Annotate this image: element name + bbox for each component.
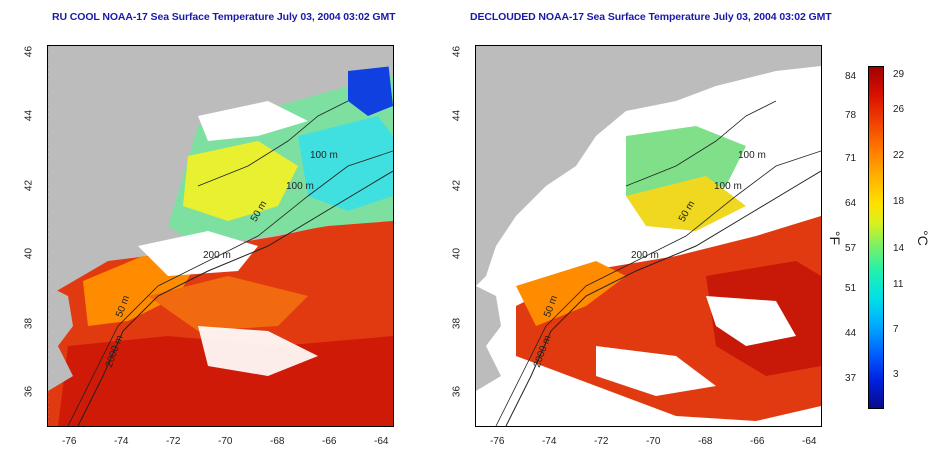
fahrenheit-tick: 51 (845, 283, 857, 294)
celsius-tick: 29 (893, 69, 905, 80)
contour-label: 200 m (631, 250, 659, 261)
x-tick-label: -76 (62, 436, 77, 447)
fahrenheit-unit-label: °F (827, 230, 844, 246)
yellow-shelf-region (626, 176, 746, 231)
mid-orange-region (148, 276, 308, 331)
y-tick-label: 40 (451, 247, 463, 260)
y-tick-label: 42 (451, 179, 463, 192)
land-mainland (48, 46, 393, 286)
celsius-tick: 14 (893, 243, 905, 254)
y-tick-label: 36 (23, 385, 35, 398)
white-cloud-gap-2 (596, 346, 716, 396)
celsius-tick: 7 (893, 324, 899, 335)
contour-shelf-edge (77, 170, 393, 426)
x-tick-label: -72 (166, 436, 181, 447)
temperature-colorbar (868, 66, 884, 409)
fahrenheit-tick: 64 (845, 198, 857, 209)
x-tick-label: -64 (802, 436, 817, 447)
celsius-tick: 26 (893, 104, 905, 115)
celsius-tick: 3 (893, 369, 899, 380)
orange-shelf-region (516, 261, 626, 326)
right-map-title: DECLOUDED NOAA-17 Sea Surface Temperatur… (470, 11, 832, 23)
x-tick-label: -66 (750, 436, 765, 447)
land-mainland (476, 46, 821, 286)
fahrenheit-tick: 44 (845, 328, 857, 339)
yellow-shelf-region (183, 141, 298, 221)
blue-coastal-patch (348, 61, 393, 116)
x-tick-label: -70 (646, 436, 661, 447)
contour-shelf-edge (505, 170, 821, 426)
contour-gulf (197, 100, 349, 187)
white-cloud-gap-1 (706, 296, 796, 346)
x-tick-label: -70 (218, 436, 233, 447)
x-tick-label: -76 (490, 436, 505, 447)
cloud-patch-3 (198, 101, 308, 141)
right-map-canvas (476, 46, 821, 426)
x-tick-label: -74 (114, 436, 129, 447)
warm-ocean-region (516, 216, 821, 421)
x-tick-label: -74 (542, 436, 557, 447)
contour-inner (67, 150, 393, 426)
right-sst-map: 100 m 100 m 50 m 200 m 50 m 2000 m (475, 45, 822, 427)
contour-label: 200 m (203, 250, 231, 261)
y-tick-label: 44 (23, 109, 35, 122)
contour-label: 100 m (714, 181, 742, 192)
x-tick-label: -64 (374, 436, 389, 447)
left-map-canvas (48, 46, 393, 426)
contour-label: 100 m (310, 150, 338, 161)
x-tick-label: -68 (270, 436, 285, 447)
x-tick-label: -66 (322, 436, 337, 447)
celsius-tick: 22 (893, 150, 905, 161)
contour-gulf (625, 100, 777, 187)
fahrenheit-tick: 57 (845, 243, 857, 254)
left-sst-map: 100 m 100 m 50 m 200 m 50 m 2000 m (47, 45, 394, 427)
contour-label: 100 m (738, 150, 766, 161)
fahrenheit-tick: 71 (845, 153, 857, 164)
left-map-title: RU COOL NOAA-17 Sea Surface Temperature … (52, 11, 396, 23)
cloud-patch-1 (138, 231, 258, 276)
y-tick-label: 40 (23, 247, 35, 260)
celsius-unit-label: °C (914, 230, 931, 246)
y-tick-label: 38 (451, 317, 463, 330)
contour-inner (495, 150, 821, 426)
x-tick-label: -72 (594, 436, 609, 447)
land-southwest (48, 286, 73, 391)
celsius-tick: 18 (893, 196, 905, 207)
x-tick-label: -68 (698, 436, 713, 447)
land-southwest (476, 286, 501, 391)
fahrenheit-tick: 78 (845, 110, 857, 121)
contour-label: 100 m (286, 181, 314, 192)
y-tick-label: 36 (451, 385, 463, 398)
y-tick-label: 46 (23, 45, 35, 58)
y-tick-label: 46 (451, 45, 463, 58)
fahrenheit-tick: 84 (845, 71, 857, 82)
cloud-patch-2 (198, 326, 318, 376)
y-tick-label: 42 (23, 179, 35, 192)
celsius-tick: 11 (893, 279, 904, 290)
fahrenheit-tick: 37 (845, 373, 857, 384)
y-tick-label: 38 (23, 317, 35, 330)
cyan-patch (298, 116, 393, 211)
y-tick-label: 44 (451, 109, 463, 122)
